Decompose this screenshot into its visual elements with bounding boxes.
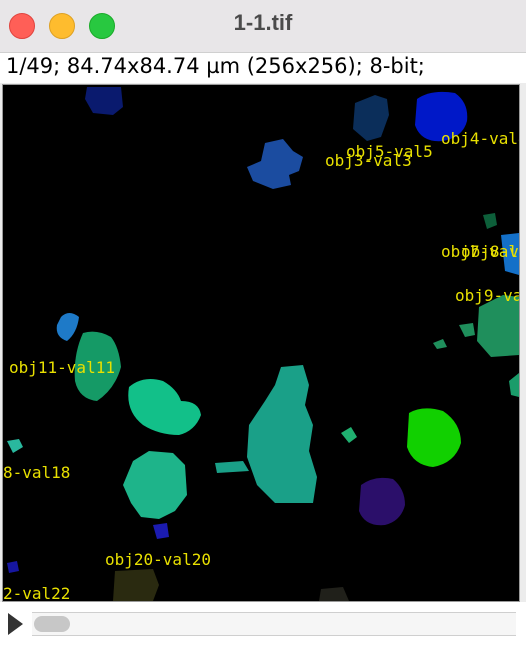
object-blob xyxy=(501,233,519,275)
object-label: 8-val18 xyxy=(3,463,70,482)
object-label: 2-val22 xyxy=(3,584,70,601)
object-blob xyxy=(483,213,497,229)
stack-slider-bar xyxy=(0,602,526,650)
window-title: 1-1.tif xyxy=(233,10,293,35)
object-blob xyxy=(128,379,201,435)
object-blob xyxy=(247,365,317,503)
object-label: obj4-val4 xyxy=(441,129,519,148)
segmentation-image: obj4-val4 obj5-val5 obj3-val3 obj7-val7 … xyxy=(3,85,519,601)
object-blob xyxy=(415,91,468,142)
object-blob xyxy=(153,523,169,539)
object-blob xyxy=(353,95,389,141)
object-label: obj8-val8 xyxy=(461,242,519,261)
image-info-text: 1/49; 84.74x84.74 µm (256x256); 8-bit; xyxy=(6,54,425,78)
object-label: obj11-val11 xyxy=(9,358,115,377)
object-blob xyxy=(7,561,19,573)
close-button[interactable] xyxy=(9,13,35,39)
object-blob xyxy=(433,339,447,349)
object-blob xyxy=(359,477,405,526)
object-blob xyxy=(509,373,519,397)
object-blob xyxy=(123,451,187,519)
object-label: obj7-val7 xyxy=(441,242,519,261)
object-blob xyxy=(319,587,349,601)
object-blob xyxy=(7,439,23,453)
title-bar: 1-1.tif xyxy=(0,0,526,53)
play-icon[interactable] xyxy=(8,613,23,635)
object-label: obj20-val20 xyxy=(105,550,211,569)
object-blob xyxy=(407,408,461,467)
object-label: obj5-val5 xyxy=(346,142,433,161)
image-info-bar: 1/49; 84.74x84.74 µm (256x256); 8-bit; xyxy=(0,53,526,83)
object-blob xyxy=(113,569,159,601)
object-blob xyxy=(85,87,123,115)
object-blob xyxy=(477,295,519,357)
stack-slider-thumb[interactable] xyxy=(34,616,70,632)
object-blob xyxy=(247,139,303,189)
object-blob xyxy=(341,427,357,443)
object-blob xyxy=(459,323,475,337)
zoom-button[interactable] xyxy=(89,13,115,39)
image-canvas[interactable]: obj4-val4 obj5-val5 obj3-val3 obj7-val7 … xyxy=(2,84,520,602)
minimize-button[interactable] xyxy=(49,13,75,39)
object-blob xyxy=(74,331,121,401)
object-label: obj3-val3 xyxy=(325,151,412,170)
object-label: obj9-val9 xyxy=(455,286,519,305)
object-blob xyxy=(215,461,249,473)
object-blob xyxy=(56,313,79,341)
stack-slider-track[interactable] xyxy=(32,612,516,636)
